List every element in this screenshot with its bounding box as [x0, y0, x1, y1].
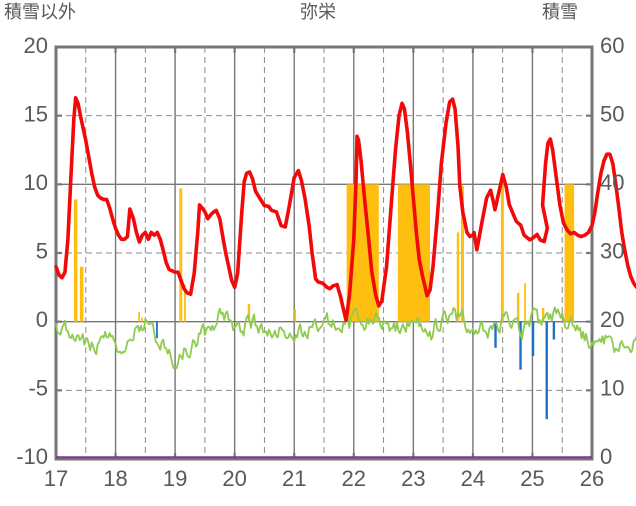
svg-text:24: 24 [461, 466, 485, 491]
svg-text:5: 5 [36, 239, 48, 264]
svg-text:19: 19 [163, 466, 187, 491]
svg-text:40: 40 [600, 170, 624, 195]
svg-text:23: 23 [401, 466, 425, 491]
svg-text:0: 0 [36, 307, 48, 332]
svg-text:17: 17 [44, 466, 68, 491]
svg-text:50: 50 [600, 102, 624, 127]
svg-text:15: 15 [24, 102, 48, 127]
svg-text:20: 20 [600, 307, 624, 332]
svg-text:弥栄: 弥栄 [300, 2, 336, 22]
svg-text:30: 30 [600, 239, 624, 264]
svg-text:積雪以外: 積雪以外 [4, 2, 76, 22]
svg-text:21: 21 [282, 466, 306, 491]
svg-text:22: 22 [342, 466, 366, 491]
svg-text:25: 25 [520, 466, 544, 491]
svg-text:26: 26 [580, 466, 604, 491]
svg-text:60: 60 [600, 33, 624, 58]
svg-text:10: 10 [600, 376, 624, 401]
svg-text:積雪: 積雪 [542, 2, 578, 22]
svg-text:20: 20 [24, 33, 48, 58]
svg-text:18: 18 [103, 466, 127, 491]
svg-text:-5: -5 [28, 376, 48, 401]
svg-text:10: 10 [24, 170, 48, 195]
svg-text:20: 20 [222, 466, 246, 491]
